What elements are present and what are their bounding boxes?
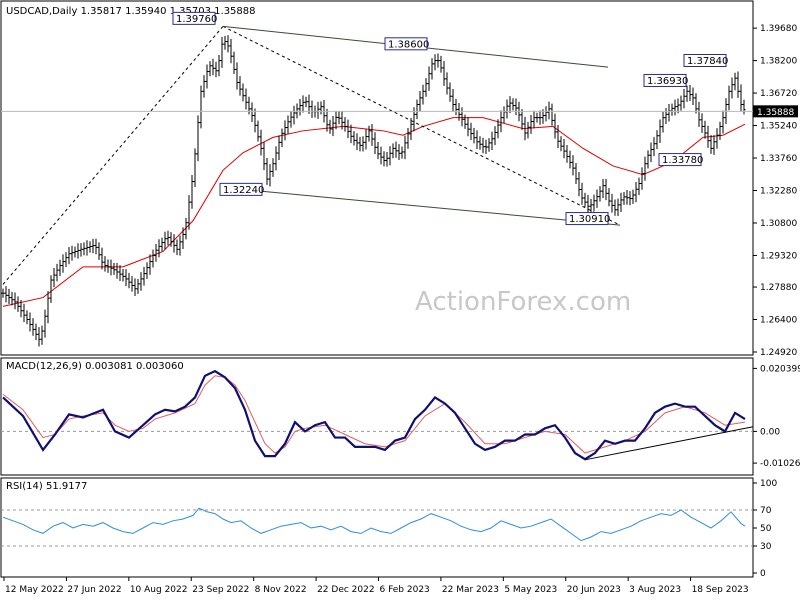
- price-bars: [1, 35, 746, 347]
- level-label-box: [658, 153, 702, 167]
- uptrend-dotted-line: [2, 26, 224, 285]
- rsi-panel-border: [0, 477, 754, 578]
- macd-lines: [1, 369, 754, 461]
- price-tick-label: 1.24920: [760, 348, 797, 358]
- x-tick-label: 22 Dec 2022: [317, 585, 375, 595]
- level-label-text: 1.33780: [662, 155, 703, 166]
- macd-y-axis: 0.020399 0.00 -0.01026: [753, 364, 800, 469]
- macd-panel-border: [0, 357, 754, 476]
- price-tick-label: 1.36720: [760, 89, 797, 99]
- price-tick-label: 1.27880: [760, 283, 797, 293]
- rsi-line: [2, 507, 746, 542]
- x-tick-label: 12 May 2022: [5, 585, 64, 595]
- current-price-label: 1.35888: [757, 108, 794, 118]
- rsi-tick-label: 0: [760, 569, 766, 579]
- price-tick-label: 1.30800: [760, 219, 797, 229]
- downtrend-dotted-line: [222, 25, 621, 226]
- x-tick-label: 22 Mar 2023: [442, 585, 499, 595]
- x-axis-labels: 12 May 2022 27 Jun 2022 10 Aug 2022 23 Sep …: [3, 577, 749, 595]
- moving-average-line: [2, 117, 746, 307]
- rsi-title: RSI(14) 51.9177: [6, 481, 87, 492]
- price-tick-label: 1.39680: [760, 24, 797, 34]
- macd-tick-label: -0.01026: [760, 459, 800, 469]
- price-tick-label: 1.26400: [760, 316, 797, 326]
- level-label-box: [219, 182, 263, 196]
- x-tick-label: 3 Aug 2023: [629, 585, 681, 595]
- x-tick-label: 5 May 2023: [504, 585, 557, 595]
- macd-signal-line: [2, 375, 746, 454]
- level-label-text: 1.39760: [176, 14, 217, 25]
- level-label-box: [643, 73, 687, 87]
- price-chart-title: USDCAD,Daily 1.35817 1.35940 1.35703 1.3…: [6, 6, 256, 17]
- x-tick-label: 10 Aug 2022: [130, 585, 188, 595]
- price-tick-label: 1.38200: [760, 57, 797, 67]
- macd-trendline: [584, 426, 754, 461]
- level-labels: 1.39760 1.38600 1.32240 1.30910 1.36930 1.378…: [172, 11, 728, 226]
- macd-tick-label: 0.00: [760, 427, 780, 437]
- lower-channel-line: [262, 190, 621, 226]
- x-tick-label: 23 Sep 2022: [192, 585, 249, 595]
- x-tick-label: 27 Jun 2022: [67, 585, 121, 595]
- price-y-axis: 1.39680 1.38200 1.36720 1.35240 1.33760 1.322…: [753, 24, 797, 358]
- level-label-text: 1.38600: [388, 39, 429, 50]
- price-tick-label: 1.29320: [760, 251, 797, 261]
- price-panel-border: [0, 0, 754, 356]
- level-label-box: [565, 212, 609, 226]
- macd-tick-label: 0.020399: [760, 364, 800, 374]
- x-tick-label: 6 Feb 2023: [380, 585, 430, 595]
- watermark-text: ActionForex.com: [415, 287, 631, 317]
- price-tick-label: 1.35240: [760, 122, 797, 132]
- rsi-y-axis: 100 70 50 30 0: [1, 479, 777, 579]
- level-label-text: 1.36930: [647, 76, 688, 87]
- current-price-marker: 1.35888: [1, 105, 798, 118]
- level-label-text: 1.32240: [223, 185, 264, 196]
- macd-main-line: [2, 369, 746, 461]
- rsi-tick-label: 70: [760, 506, 772, 516]
- price-tick-label: 1.33760: [760, 154, 797, 164]
- level-label-text: 1.30910: [569, 214, 610, 225]
- x-tick-label: 18 Sep 2023: [692, 585, 749, 595]
- level-label-text: 1.37840: [687, 56, 728, 67]
- price-tick-label: 1.32280: [760, 186, 797, 196]
- level-label-box: [172, 11, 216, 25]
- x-tick-label: 20 Jun 2023: [567, 585, 621, 595]
- level-label-box: [683, 53, 727, 67]
- rsi-tick-label: 30: [760, 542, 772, 552]
- current-price-box: [753, 105, 798, 118]
- x-tick-label: 8 Nov 2022: [255, 585, 307, 595]
- rsi-tick-label: 100: [760, 479, 777, 489]
- moving-average-polyline: [2, 117, 746, 307]
- level-label-box: [384, 37, 428, 51]
- rsi-polyline: [2, 507, 746, 542]
- rsi-tick-label: 50: [760, 524, 772, 534]
- macd-title: MACD(12,26,9) 0.003081 0.003060: [6, 361, 184, 372]
